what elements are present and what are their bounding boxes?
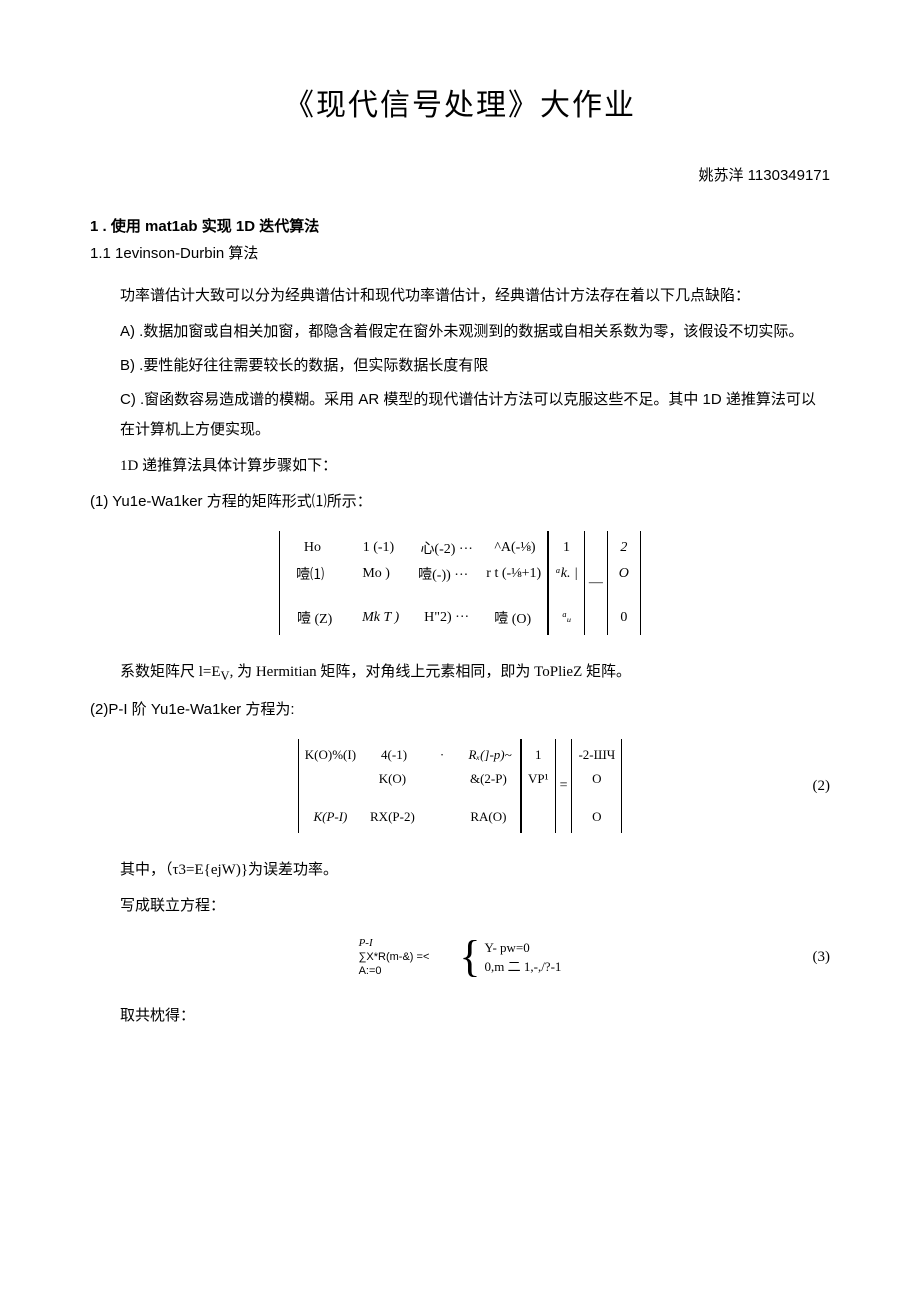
m1-cell: r t (-⅛+1) [486, 566, 541, 582]
eq3-case-top: Y- pw=0 [485, 938, 562, 958]
m1-cell: Mk T ) [357, 610, 405, 626]
matrix-1-result: 2 O 0 [607, 531, 641, 635]
doc-title: 《现代信号处理》大作业 [90, 80, 830, 124]
paragraph-simul-eq: 写成联立方程： [90, 891, 830, 921]
m2-cell: K(O)%(I) [305, 747, 356, 763]
equation-1: Ho 1 (-1) 心(-2) ··· ^A(-⅛) 噎⑴ Mo ) 噎(-))… [90, 531, 830, 635]
list-item-c: C) .窗函数容易造成谱的模糊。采用 AR 模型的现代谱估计方法可以克服这些不足… [90, 385, 830, 445]
section-heading-1-1: 1.1 1evinson-Durbin 算法 [90, 242, 830, 263]
m2-cell: RX(P-2) [368, 809, 416, 825]
m1-r-cell: 2 [614, 540, 634, 556]
m1-r-cell: 0 [614, 610, 634, 626]
m2-r-cell: O [587, 809, 607, 825]
m1-cell: 1 (-1) [354, 540, 402, 556]
m1-cell: ^A(-⅛) [491, 540, 539, 556]
m1-cell: 噎(-)) ··· [418, 564, 468, 584]
m1-cell: 噎 (O) [489, 608, 537, 628]
m1-v-cell: 1 [557, 540, 577, 556]
m2-cell: Rₓ(]-p)~ [466, 747, 514, 763]
m1-cell: 噎 (Z) [291, 608, 339, 628]
paragraph-coeff-matrix: 系数矩阵尺 l=EV, 为 Hermitian 矩阵，对角线上元素相同，即为 T… [90, 657, 830, 689]
step-2: (2)P-I 阶 Yu1e-Wa1ker 方程为: [90, 695, 830, 725]
list-item-a: A) .数据加窗或自相关加窗，都隐含着假定在窗外未观测到的数据或自相关系数为零，… [90, 317, 830, 347]
eq3-sum: P-I ∑X*R(m-&) =< A:=0 [359, 936, 430, 979]
m2-cell: &(2-P) [464, 771, 512, 787]
list-item-b-label: B) .要性能好往往需要较长的数据，但实际数据长度有限 [120, 357, 488, 374]
doc-author: 姚苏洋 1130349171 [90, 164, 830, 185]
document-page: 《现代信号处理》大作业 姚苏洋 1130349171 1 . 使用 mat1ab… [0, 0, 920, 1097]
equals-sign-2: = [556, 778, 572, 794]
equation-2: K(O)%(I) 4(-1) · Rₓ(]-p)~ K(O) &(2-P) K(… [90, 739, 830, 833]
m1-r-cell: O [614, 566, 634, 582]
matrix-2-result: -2-ШЧ O O [571, 739, 622, 833]
m2-r-cell: -2-ШЧ [578, 747, 615, 763]
m2-v-cell: 1 [528, 747, 548, 763]
eq3-sum-top: P-I [359, 936, 373, 950]
m2-cell: RA(O) [464, 809, 512, 825]
m2-r-cell: O [587, 771, 607, 787]
matrix-1-vector: 1 ᵃk. | ᵃᵤ [548, 531, 585, 635]
equation-number-3: (3) [813, 949, 831, 966]
eq3-cases: Y- pw=0 0,m 二 1,-,/?-1 [485, 938, 562, 977]
matrix-1-coeff: Ho 1 (-1) 心(-2) ··· ^A(-⅛) 噎⑴ Mo ) 噎(-))… [279, 531, 548, 635]
m1-cell: 心(-2) ··· [420, 538, 472, 558]
p3-part-a: 系数矩阵尺 l=E [120, 664, 221, 680]
paragraph-conjugate: 取共枕得： [90, 1001, 830, 1031]
m1-v-cell: ᵃᵤ [557, 610, 577, 626]
section-heading-1: 1 . 使用 mat1ab 实现 1D 迭代算法 [90, 215, 830, 236]
equals-sign: — [585, 575, 607, 591]
m1-cell: Ho [288, 540, 336, 556]
open-brace-icon: { [459, 935, 484, 979]
m2-v-cell: VP¹ [528, 771, 549, 787]
step-1: (1) Yu1e-Wa1ker 方程的矩阵形式⑴所示： [90, 487, 830, 517]
paragraph-intro: 功率谱估计大致可以分为经典谱估计和现代功率谱估计，经典谱估计方法存在着以下几点缺… [90, 281, 830, 311]
paragraph-error-power: 其中，（τ3=E{ejW)}为误差功率。 [90, 855, 830, 885]
eq3-sum-bot: A:=0 [359, 964, 382, 978]
matrix-2-coeff: K(O)%(I) 4(-1) · Rₓ(]-p)~ K(O) &(2-P) K(… [298, 739, 521, 833]
eq3-sum-mid: ∑X*R(m-&) =< [359, 950, 430, 964]
p3-part-b: , 为 Hermitian 矩阵，对角线上元素相同，即为 ToPlieZ 矩阵。 [230, 664, 631, 680]
m2-cell: K(O) [368, 771, 416, 787]
list-item-a-label: A) .数据加窗或自相关加窗，都隐含着假定在窗外未观测到的数据或自相关系数为零，… [120, 323, 803, 340]
matrix-2-vector: 1 VP¹ [521, 739, 556, 833]
equation-number-2: (2) [813, 778, 831, 795]
eq3-brace-block: { Y- pw=0 0,m 二 1,-,/?-1 [459, 935, 561, 979]
m1-cell: Mo ) [352, 566, 400, 582]
m2-cell: 4(-1) [370, 747, 418, 763]
paragraph-steps-intro: 1D 递推算法具体计算步骤如下： [90, 451, 830, 481]
eq3-case-bot: 0,m 二 1,-,/?-1 [485, 957, 562, 977]
equation-3: P-I ∑X*R(m-&) =< A:=0 { Y- pw=0 0,m 二 1,… [90, 935, 830, 979]
m2-cell: · [432, 747, 452, 763]
m2-cell: K(P-I) [306, 809, 354, 825]
list-item-c-label: C) .窗函数容易造成谱的模糊。采用 AR 模型的现代谱估计方法可以克服这些不足… [120, 391, 816, 438]
m1-cell: 噎⑴ [286, 564, 334, 584]
list-item-b: B) .要性能好往往需要较长的数据，但实际数据长度有限 [90, 351, 830, 381]
m1-cell: H"2) ··· [423, 610, 471, 626]
m1-v-cell: ᵃk. | [555, 566, 578, 582]
p3-subscript: V [221, 669, 230, 683]
